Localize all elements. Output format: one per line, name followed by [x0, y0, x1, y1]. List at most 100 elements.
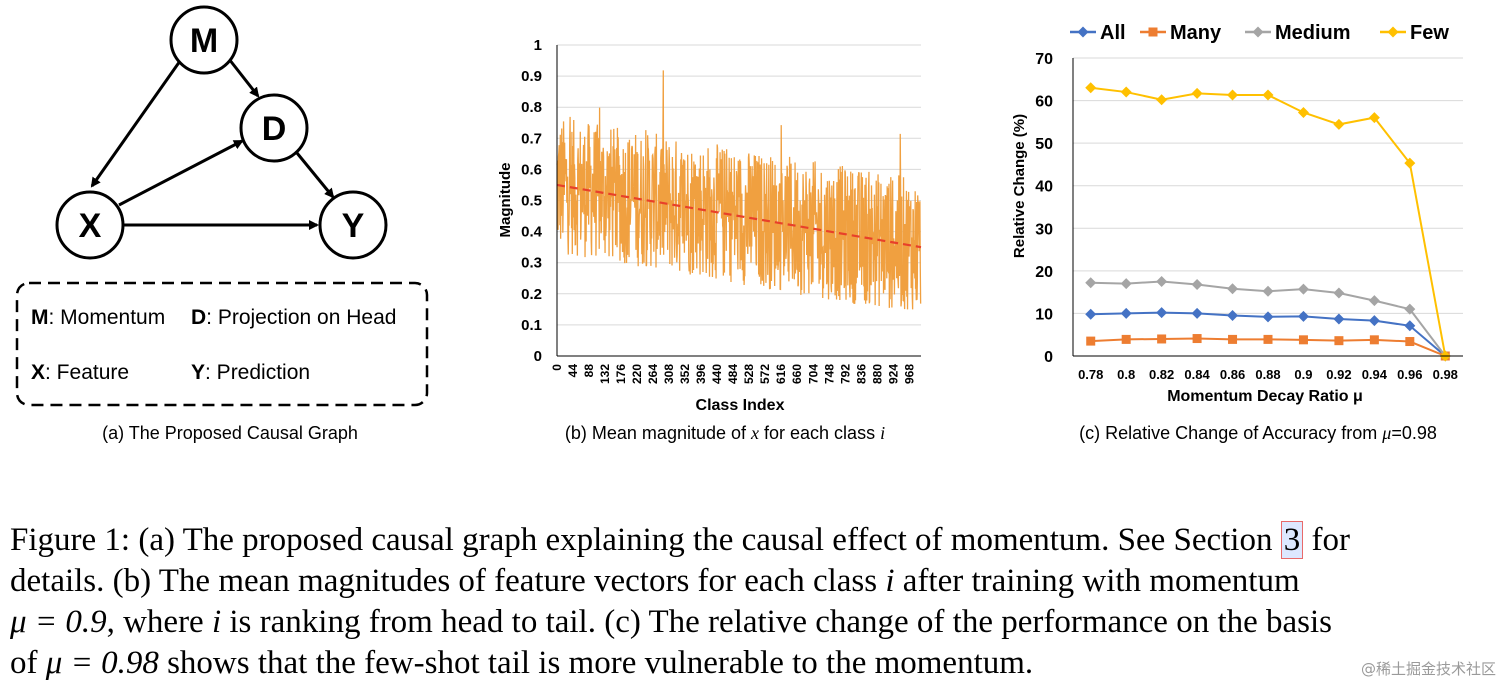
data-point-all [1297, 310, 1309, 322]
y-tick-label: 0.1 [521, 317, 542, 334]
y-tick-label: 0.4 [521, 224, 543, 241]
x-tick-label: 0.96 [1397, 367, 1422, 382]
caption-line-4: of μ = 0.98 shows that the few-shot tail… [10, 645, 1034, 681]
relative-change-chart: All Many Medium Few 0 10 20 30 40 50 60 70 0.78 0.8… [1011, 22, 1463, 443]
x-tick-label: 132 [598, 364, 612, 384]
x-tick-label: 0.88 [1255, 367, 1280, 382]
x-tick-label: 748 [822, 364, 836, 384]
data-point-all [1085, 308, 1097, 320]
x-tick-label: 0.86 [1220, 367, 1245, 382]
x-tick-label: 0.78 [1078, 367, 1103, 382]
data-point-medium [1262, 285, 1274, 297]
series-many [1086, 334, 1450, 361]
y-tick-label: 30 [1035, 221, 1053, 238]
x-tick-label: 704 [806, 364, 820, 384]
data-point-medium [1227, 283, 1239, 295]
data-point-few [1156, 94, 1168, 106]
x-tick-label: 836 [854, 364, 868, 384]
panel-c-caption: (c) Relative Change of Accuracy from μ=0… [1079, 423, 1437, 443]
data-point-few [1262, 89, 1274, 101]
data-point-medium [1156, 276, 1168, 287]
legend-item-few: Few [1380, 22, 1449, 44]
y-tick-label: 0 [534, 348, 542, 365]
panel-b-caption: (b) Mean magnitude of x for each class i [565, 423, 885, 443]
data-point-few [1085, 82, 1097, 94]
y-tick-label: 50 [1035, 136, 1053, 153]
legend-x: X: Feature [31, 361, 129, 384]
x-tick-label: 572 [758, 364, 772, 384]
data-point-all [1404, 320, 1416, 332]
section-ref-link[interactable]: 3 [1280, 521, 1304, 559]
x-tick-label: 0 [550, 364, 564, 371]
data-point-all [1227, 310, 1239, 322]
legend-label-few: Few [1410, 22, 1449, 44]
y-tick-label: 0.2 [521, 286, 542, 303]
data-point-medium [1191, 278, 1203, 290]
legend-marker-few [1387, 26, 1399, 38]
y-tick-label: 60 [1035, 94, 1053, 111]
legend-marker-medium [1252, 26, 1264, 38]
data-point-few [1227, 89, 1239, 101]
legend-marker-all [1077, 26, 1089, 38]
data-point-many [1298, 335, 1308, 345]
y-tick-label: 0.5 [521, 193, 542, 210]
legend-y: Y: Prediction [191, 361, 310, 384]
figure-caption: Figure 1: (a) The proposed causal graph … [10, 520, 1505, 684]
panel-a-caption: (a) The Proposed Causal Graph [102, 423, 358, 443]
data-point-many [1157, 334, 1167, 344]
data-point-medium [1120, 278, 1132, 290]
chart-b-ylabel: Magnitude [497, 163, 514, 238]
y-tick-label: 0.8 [521, 99, 542, 116]
data-point-many [1121, 334, 1131, 344]
legend-item-medium: Medium [1245, 22, 1351, 44]
edge-x-d [118, 139, 244, 207]
x-tick-label: 484 [726, 364, 740, 384]
x-tick-label: 528 [742, 364, 756, 384]
y-tick-label: 0.7 [521, 130, 542, 147]
data-point-few [1368, 112, 1380, 124]
x-tick-label: 0.92 [1326, 367, 1351, 382]
data-point-medium [1368, 295, 1380, 307]
data-point-all [1368, 315, 1380, 327]
data-point-medium [1333, 287, 1345, 299]
series-all [1085, 307, 1451, 362]
magnitude-chart: 00.10.20.30.40.50.60.70.80.91 0 44 88 132 17… [497, 37, 922, 443]
svg-text:M: M [190, 22, 218, 60]
x-tick-label: 440 [710, 364, 724, 384]
y-tick-label: 40 [1035, 179, 1053, 196]
x-tick-label: 352 [678, 364, 692, 384]
x-tick-label: 924 [886, 364, 900, 384]
data-point-many [1228, 334, 1238, 344]
data-point-few [1191, 87, 1203, 99]
x-tick-label: 660 [790, 364, 804, 384]
data-point-many [1334, 336, 1344, 346]
series-few [1085, 82, 1451, 362]
y-tick-label: 70 [1035, 51, 1053, 68]
edge-m-d [227, 58, 260, 98]
y-tick-label: 20 [1035, 264, 1053, 281]
y-tick-label: 10 [1035, 306, 1053, 323]
watermark: @稀土掘金技术社区 [1360, 660, 1496, 678]
data-point-many [1263, 334, 1273, 344]
x-tick-label: 0.84 [1184, 367, 1210, 382]
x-tick-label: 616 [774, 364, 788, 384]
data-point-few [1333, 118, 1345, 130]
x-tick-label: 0.8 [1117, 367, 1135, 382]
legend-d: D: Projection on Head [191, 306, 396, 329]
x-tick-label: 176 [614, 364, 628, 384]
data-point-few [1404, 157, 1416, 169]
data-point-few [1120, 86, 1132, 98]
legend-m: M: Momentum [31, 306, 165, 329]
data-point-many [1086, 336, 1096, 346]
caption-line-3: μ = 0.9, where i is ranking from head to… [10, 604, 1333, 640]
y-tick-label: 0 [1044, 349, 1053, 366]
y-tick-label: 0.6 [521, 161, 542, 178]
legend-label-many: Many [1170, 22, 1222, 44]
y-tick-label: 1 [534, 37, 542, 54]
legend-label-all: All [1100, 22, 1126, 44]
data-point-many [1369, 335, 1379, 345]
x-tick-label: 792 [838, 364, 852, 384]
y-tick-label: 0.9 [521, 68, 542, 85]
edge-m-x [90, 60, 182, 188]
data-point-few [1297, 106, 1309, 118]
